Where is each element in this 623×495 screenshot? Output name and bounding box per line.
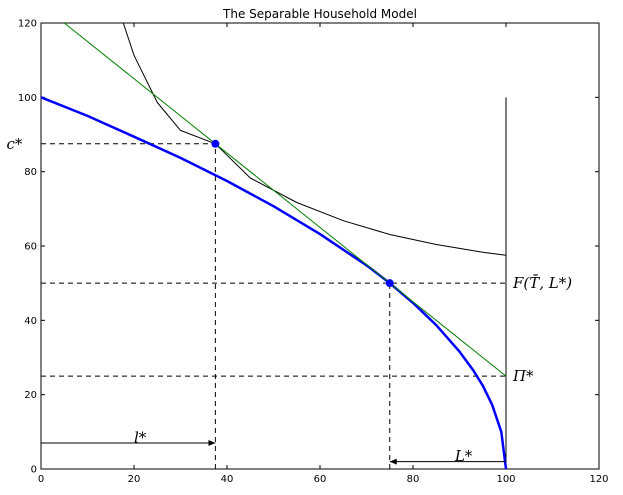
l-star-label: l* [134,428,147,446]
chart-title: The Separable Household Model [222,7,417,21]
x-tick-label: 20 [128,474,141,485]
c-star-label: c* [6,135,22,153]
budget-line [63,22,507,377]
Pi-label-label: Π* [512,367,534,385]
x-tick-label: 0 [38,474,44,485]
x-tick-label: 120 [589,474,608,485]
indifference-curve [122,22,507,256]
production-optimum-point [385,279,394,288]
consumption-optimum-point [211,139,220,148]
y-tick-label: 60 [24,242,37,253]
y-tick-label: 80 [24,167,37,178]
y-tick-label: 20 [24,390,37,401]
F-label-label: F(T̄, L*) [512,274,572,292]
y-tick-label: 0 [31,465,37,476]
x-tick-label: 80 [407,474,420,485]
production-frontier-curve [40,96,508,470]
x-tick-label: 60 [314,474,327,485]
y-tick-label: 40 [24,316,37,327]
x-tick-label: 100 [496,474,515,485]
y-tick-label: 100 [18,93,37,104]
axes-frame [40,22,600,470]
x-tick-label: 40 [221,474,234,485]
L-star-label: L* [454,447,473,465]
y-tick-label: 120 [18,19,37,30]
plot-area: 0 20 40 60 80 100 120 0 20 40 60 80 100 120 c* F(T̄, L*… [6,19,608,486]
